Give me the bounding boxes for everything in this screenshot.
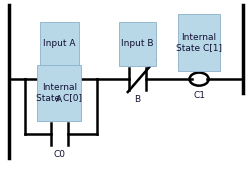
Text: Internal
State C[0]: Internal State C[0] [36,83,82,103]
FancyBboxPatch shape [40,22,79,66]
Text: C1: C1 [193,91,205,100]
Text: A: A [56,95,62,104]
FancyBboxPatch shape [119,22,156,66]
Text: B: B [134,95,140,104]
Text: Input B: Input B [121,39,153,48]
FancyBboxPatch shape [37,64,81,121]
FancyBboxPatch shape [178,14,220,71]
Text: Internal
State C[1]: Internal State C[1] [176,33,222,52]
Text: Input A: Input A [43,39,75,48]
Text: C0: C0 [53,150,65,159]
